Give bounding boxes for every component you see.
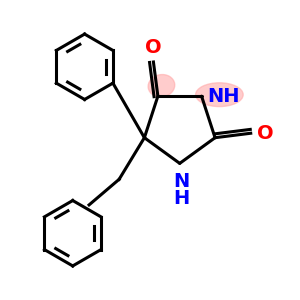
Text: O: O	[145, 38, 162, 57]
Ellipse shape	[196, 83, 243, 106]
Text: N
H: N H	[173, 172, 189, 208]
Ellipse shape	[148, 74, 175, 97]
Text: NH: NH	[207, 87, 239, 106]
Text: O: O	[257, 124, 274, 143]
